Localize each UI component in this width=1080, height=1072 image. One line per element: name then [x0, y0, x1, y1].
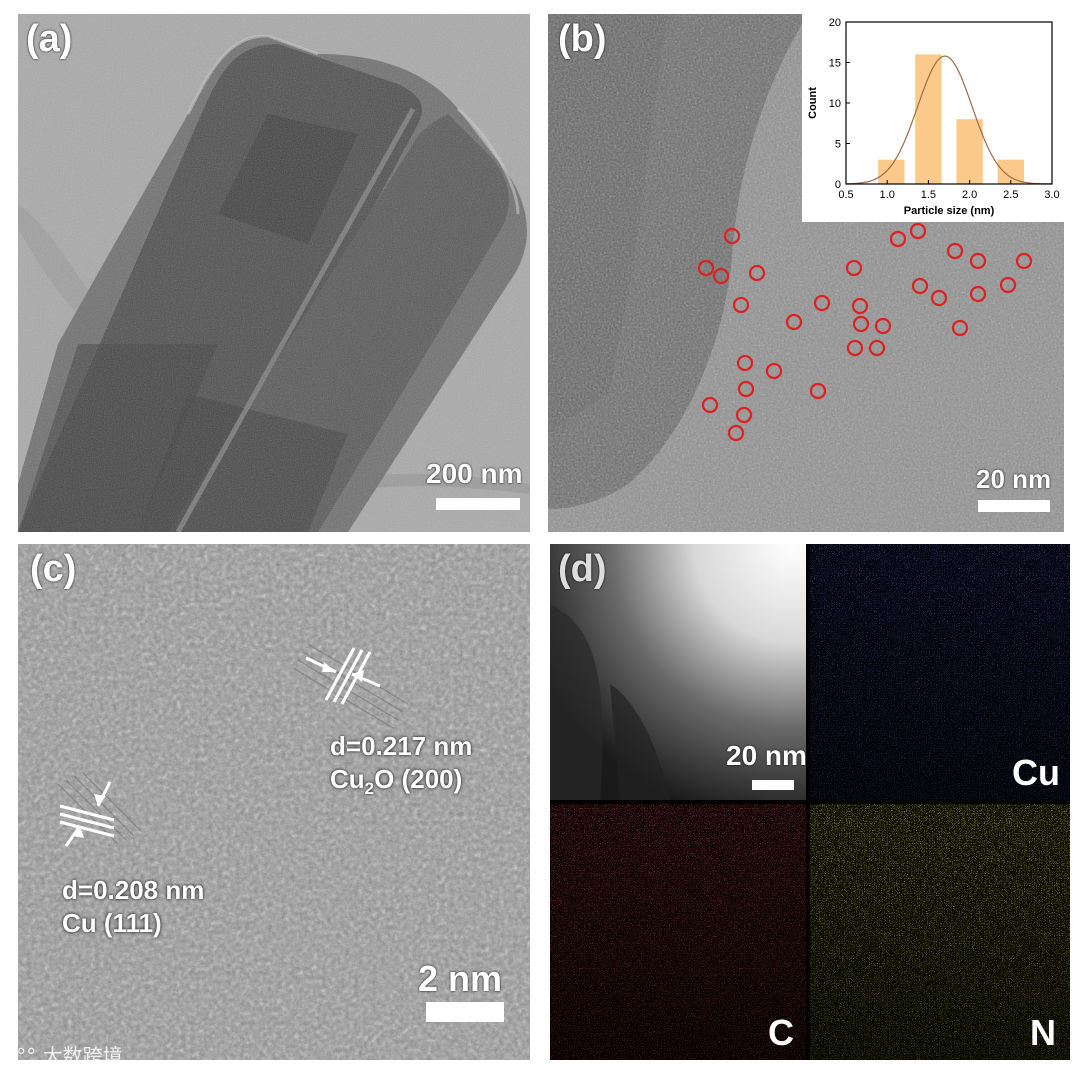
watermark-text: 大数跨境	[42, 1044, 123, 1068]
histogram-bar	[956, 119, 983, 184]
y-tick-label: 20	[829, 17, 841, 29]
x-tick-label: 3.0	[1044, 189, 1059, 201]
panel-label-a: (a)	[26, 18, 73, 60]
watermark-logo-icon: ℓ°°	[8, 1044, 37, 1068]
cu-map: Cu	[810, 544, 1070, 800]
scale-bar-c	[426, 1002, 504, 1022]
haadf-svg	[550, 544, 806, 800]
scale-bar-label-c: 2 nm	[418, 958, 503, 999]
cu2o-phase-post: O (200)	[374, 764, 463, 794]
cu2o-phase-sub: 2	[364, 779, 375, 799]
histogram-svg: 0.5 1.0 1.5 2.0 2.5 3.0 0 5 10 15 20 Particle size …	[807, 17, 1060, 217]
c-map-svg	[550, 804, 806, 1060]
x-tick-label: 1.0	[880, 189, 895, 201]
scale-bar-a	[436, 498, 520, 510]
panel-b: (b) 20 nm 0.5 1.0 1.5 2.0 2.5 3.0 0 5 10 15 20 Part…	[548, 14, 1064, 532]
panel-c: (c) d=0.217 nm Cu2O (200) d=0.208 nm Cu …	[18, 544, 530, 1060]
scale-bar-b	[978, 500, 1050, 512]
gaussian-fit-line	[846, 55, 1052, 185]
cu2o-phase-pre: Cu	[330, 764, 365, 794]
panel-label-d: (d)	[558, 548, 607, 590]
cu-annotation: d=0.208 nm Cu (111)	[62, 874, 204, 940]
particle-size-histogram: 0.5 1.0 1.5 2.0 2.5 3.0 0 5 10 15 20 Particle size …	[802, 14, 1064, 222]
panel-a: (a) 200 nm	[18, 14, 530, 532]
y-axis-label: Count	[807, 87, 819, 119]
scale-bar-label-b: 20 nm	[976, 464, 1052, 494]
histogram-bar	[915, 54, 942, 185]
cu-d-spacing: d=0.208 nm	[62, 875, 205, 905]
n-map-label: N	[1030, 1012, 1056, 1053]
panel-label-c: (c)	[30, 548, 77, 590]
tem-image-a	[18, 14, 530, 532]
y-tick-label: 15	[829, 58, 841, 70]
watermark: ℓ°° 大数跨境	[8, 1040, 123, 1069]
x-tick-label: 2.0	[962, 189, 977, 201]
cu-map-label: Cu	[1012, 752, 1060, 793]
n-map-svg	[810, 804, 1070, 1060]
haadf-image	[550, 544, 806, 800]
cu-phase: Cu (111)	[62, 908, 162, 938]
x-tick-label: 1.5	[921, 189, 936, 201]
panel-label-b: (b)	[558, 18, 607, 60]
scale-bar-label-a: 200 nm	[426, 458, 523, 489]
x-axis-label: Particle size (nm)	[904, 205, 995, 217]
y-tick-label: 5	[835, 139, 841, 151]
histogram-bar	[997, 159, 1024, 184]
hrtem-image-c	[18, 544, 530, 1060]
x-tick-label: 2.5	[1003, 189, 1018, 201]
scale-bar-d	[752, 780, 794, 790]
panel-d: (d) 20 nm Cu C N	[550, 544, 1070, 1060]
scale-bar-label-d: 20 nm	[726, 740, 807, 771]
c-map: C	[550, 804, 806, 1060]
cu2o-phase: Cu2O (200)	[330, 763, 472, 805]
n-map: N	[810, 804, 1070, 1060]
cu2o-annotation: d=0.217 nm Cu2O (200)	[330, 730, 472, 805]
y-tick-label: 0	[835, 179, 841, 191]
histogram-bar	[878, 159, 905, 184]
c-map-label: C	[768, 1012, 794, 1053]
x-tick-label: 0.5	[838, 189, 853, 201]
cu2o-d-spacing: d=0.217 nm	[330, 731, 473, 761]
cu-map-svg	[810, 544, 1070, 800]
y-tick-label: 10	[829, 98, 841, 110]
